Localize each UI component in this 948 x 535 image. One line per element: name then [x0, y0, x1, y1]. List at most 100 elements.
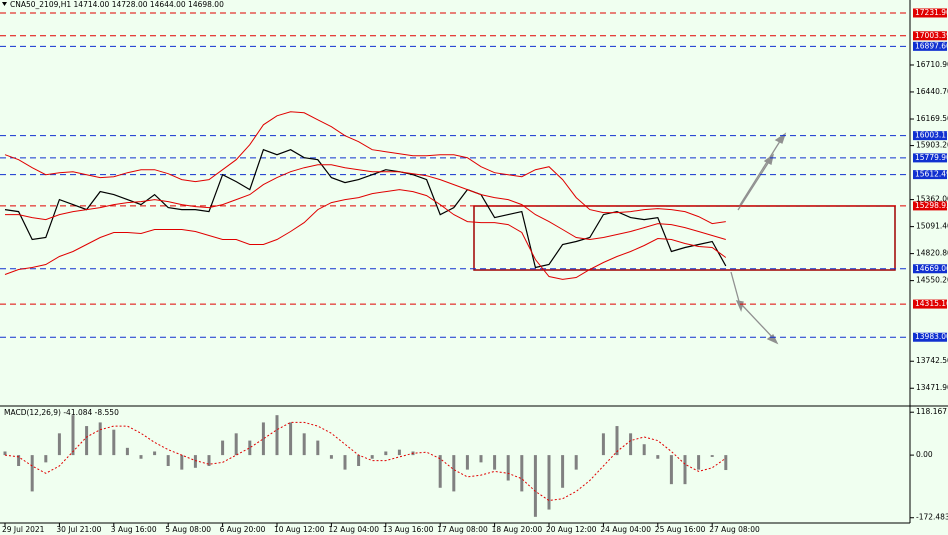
macd-bar: [493, 455, 497, 470]
macd-bar: [329, 455, 333, 459]
macd-bar: [57, 433, 61, 456]
y-tick-label: 16710.90: [916, 60, 948, 69]
macd-bar: [574, 455, 578, 470]
x-tick-label: 17 Aug 08:00: [437, 525, 488, 534]
level-label: 13983.00: [915, 332, 948, 341]
level-tag: [913, 8, 947, 18]
arrow-head: [766, 333, 779, 345]
level-tag: [913, 201, 947, 211]
macd-bar: [533, 455, 537, 517]
macd-bar: [357, 455, 361, 466]
macd-bar: [397, 449, 401, 456]
y-tick-label: 14550.20: [916, 276, 948, 285]
level-label: 14669.06: [915, 264, 948, 273]
arrow-down-1: [730, 271, 741, 306]
macd-bar: [724, 455, 728, 471]
level-tag: [913, 31, 947, 41]
macd-bar: [669, 455, 673, 485]
macd-bar: [683, 455, 687, 485]
x-tick-label: 18 Aug 20:00: [492, 525, 543, 534]
macd-bar: [125, 447, 129, 456]
macd-bar: [316, 440, 320, 456]
level-tag: [913, 131, 947, 141]
macd-bar: [642, 444, 646, 456]
x-tick-label: 13 Aug 16:00: [383, 525, 434, 534]
y-tick-label: 118.167: [916, 407, 947, 416]
macd-bar: [452, 455, 456, 492]
arrow-head: [774, 132, 787, 144]
arrow-up-1: [739, 137, 783, 206]
level-label: 15298.93: [915, 201, 948, 210]
macd-bar: [506, 455, 510, 481]
level-tag: [913, 153, 947, 163]
x-tick-label: 20 Aug 12:00: [546, 525, 597, 534]
arrow-down-2: [741, 304, 776, 341]
x-tick-label: 12 Aug 04:00: [328, 525, 379, 534]
y-tick-label: 15091.40: [916, 222, 948, 231]
x-tick-label: 3 Aug 16:00: [111, 525, 157, 534]
y-tick-label: 13471.90: [916, 383, 948, 392]
price-line: [4, 148, 727, 269]
level-tag: [913, 264, 947, 274]
macd-bar: [98, 422, 102, 456]
projection-arrows: [730, 132, 787, 345]
bollinger-band: [4, 111, 726, 225]
signal-line: [4, 421, 727, 502]
macd-bar: [601, 433, 605, 456]
macd-bar: [289, 422, 293, 456]
x-tick-label: 30 Jul 21:00: [56, 525, 101, 534]
macd-bar: [44, 455, 48, 463]
y-tick-label: 16440.70: [916, 87, 948, 96]
macd-bar: [85, 426, 89, 456]
macd-header: MACD(12,26,9) -41.084 -8.550: [4, 408, 119, 417]
y-tick-label: 13742.50: [916, 356, 948, 365]
macd-bar: [166, 455, 170, 466]
arrow-up-2: [737, 159, 771, 211]
y-tick-label: 15362.00: [916, 195, 948, 204]
macd-bar: [656, 455, 660, 459]
level-tag: [913, 170, 947, 180]
macd-bar: [234, 433, 238, 456]
bollinger-band: [4, 189, 727, 280]
y-tick-label: -172.483: [916, 513, 948, 522]
level-label: 14315.16: [915, 299, 948, 308]
macd-bar: [248, 440, 252, 456]
chart-header: CNA50_2109,H1 14714.00 14728.00 14644.00…: [10, 0, 224, 9]
macd-bar: [17, 455, 21, 466]
macd-bar: [479, 455, 483, 463]
x-tick-label: 10 Aug 12:00: [274, 525, 325, 534]
macd-bar: [343, 455, 347, 470]
macd-bar: [193, 455, 197, 468]
x-tick-label: 29 Jul 2021: [2, 525, 45, 534]
arrow-head: [735, 300, 744, 312]
macd-bar: [438, 455, 442, 488]
macd-bar: [71, 415, 75, 456]
macd-bar: [3, 451, 7, 456]
y-tick-label: 16169.50: [916, 114, 948, 123]
macd-bar: [465, 455, 469, 470]
x-tick-label: 6 Aug 20:00: [220, 525, 266, 534]
level-tag: [913, 41, 947, 51]
level-label: 17231.90: [915, 8, 948, 17]
x-tick-label: 27 Aug 08:00: [709, 525, 760, 534]
level-label: 16897.60: [915, 41, 948, 50]
macd-bar: [153, 451, 157, 456]
macd-bar: [520, 455, 524, 492]
y-tick-label: 15903.20: [916, 141, 948, 150]
macd-bar: [615, 426, 619, 456]
level-label: 15779.90: [915, 153, 948, 162]
x-tick-label: 24 Aug 04:00: [600, 525, 651, 534]
macd-bar: [207, 455, 211, 466]
macd-bar: [370, 455, 374, 459]
macd-bar: [261, 422, 265, 456]
macd-bar: [180, 455, 184, 470]
level-label: 15612.49: [915, 170, 948, 179]
level-label: 17003.39: [915, 31, 948, 40]
macd-bar: [384, 451, 388, 456]
macd-bar: [30, 455, 34, 492]
level-tag: [913, 332, 947, 342]
macd-bar: [112, 429, 116, 456]
macd-bar: [275, 415, 279, 456]
macd-bar: [561, 455, 565, 488]
macd-bar: [221, 440, 225, 456]
